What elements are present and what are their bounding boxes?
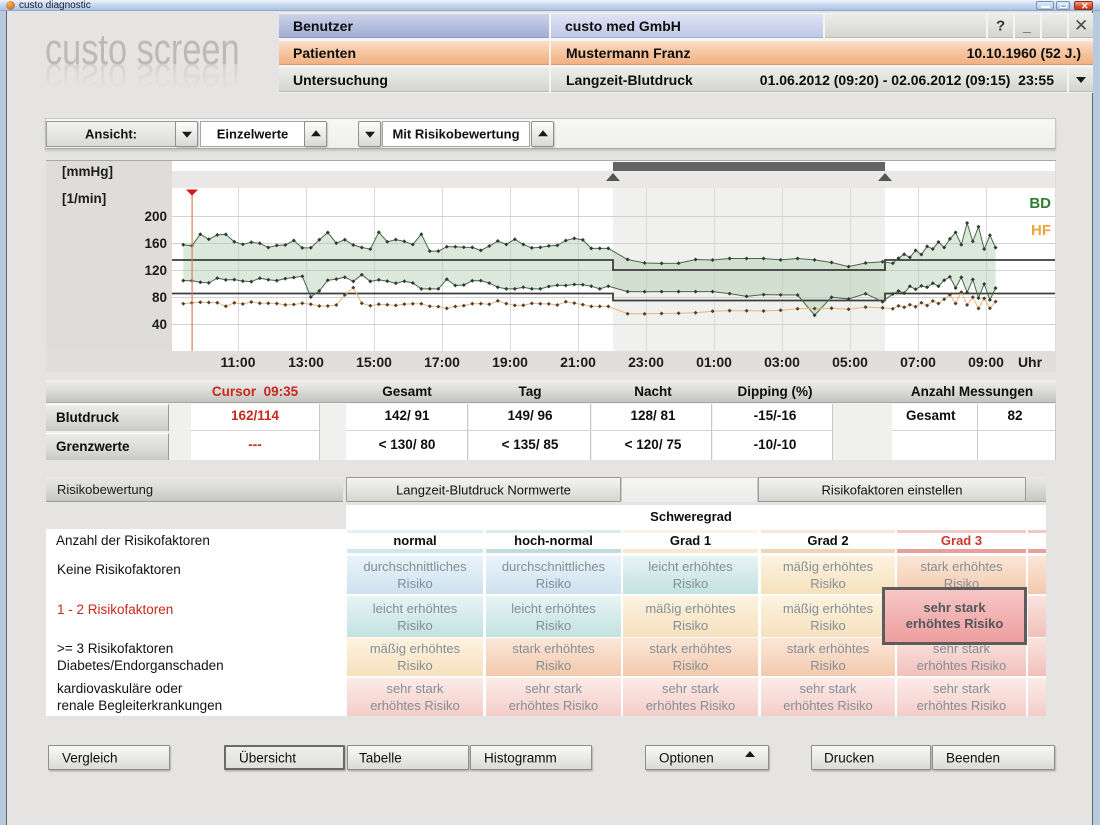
svg-text:09:00: 09:00 [968,354,1004,370]
svg-text:07:00: 07:00 [900,354,936,370]
svg-text:03:00: 03:00 [764,354,800,370]
svg-text:BD: BD [1029,195,1051,212]
svg-text:[mmHg]: [mmHg] [62,164,113,179]
svg-text:120: 120 [144,263,167,278]
svg-text:[1/min]: [1/min] [62,191,106,206]
svg-text:HF: HF [1031,222,1051,239]
svg-text:11:00: 11:00 [220,354,255,370]
svg-text:15:00: 15:00 [356,354,392,370]
svg-text:40: 40 [152,317,167,332]
svg-text:17:00: 17:00 [424,354,460,370]
svg-text:160: 160 [144,236,167,251]
svg-text:200: 200 [144,209,167,224]
svg-text:13:00: 13:00 [288,354,324,370]
svg-text:80: 80 [152,290,167,305]
svg-text:23:00: 23:00 [628,354,664,370]
svg-text:21:00: 21:00 [560,354,596,370]
svg-text:01:00: 01:00 [696,354,732,370]
svg-text:Uhr: Uhr [1018,354,1043,370]
svg-text:19:00: 19:00 [492,354,528,370]
svg-text:05:00: 05:00 [832,354,868,370]
